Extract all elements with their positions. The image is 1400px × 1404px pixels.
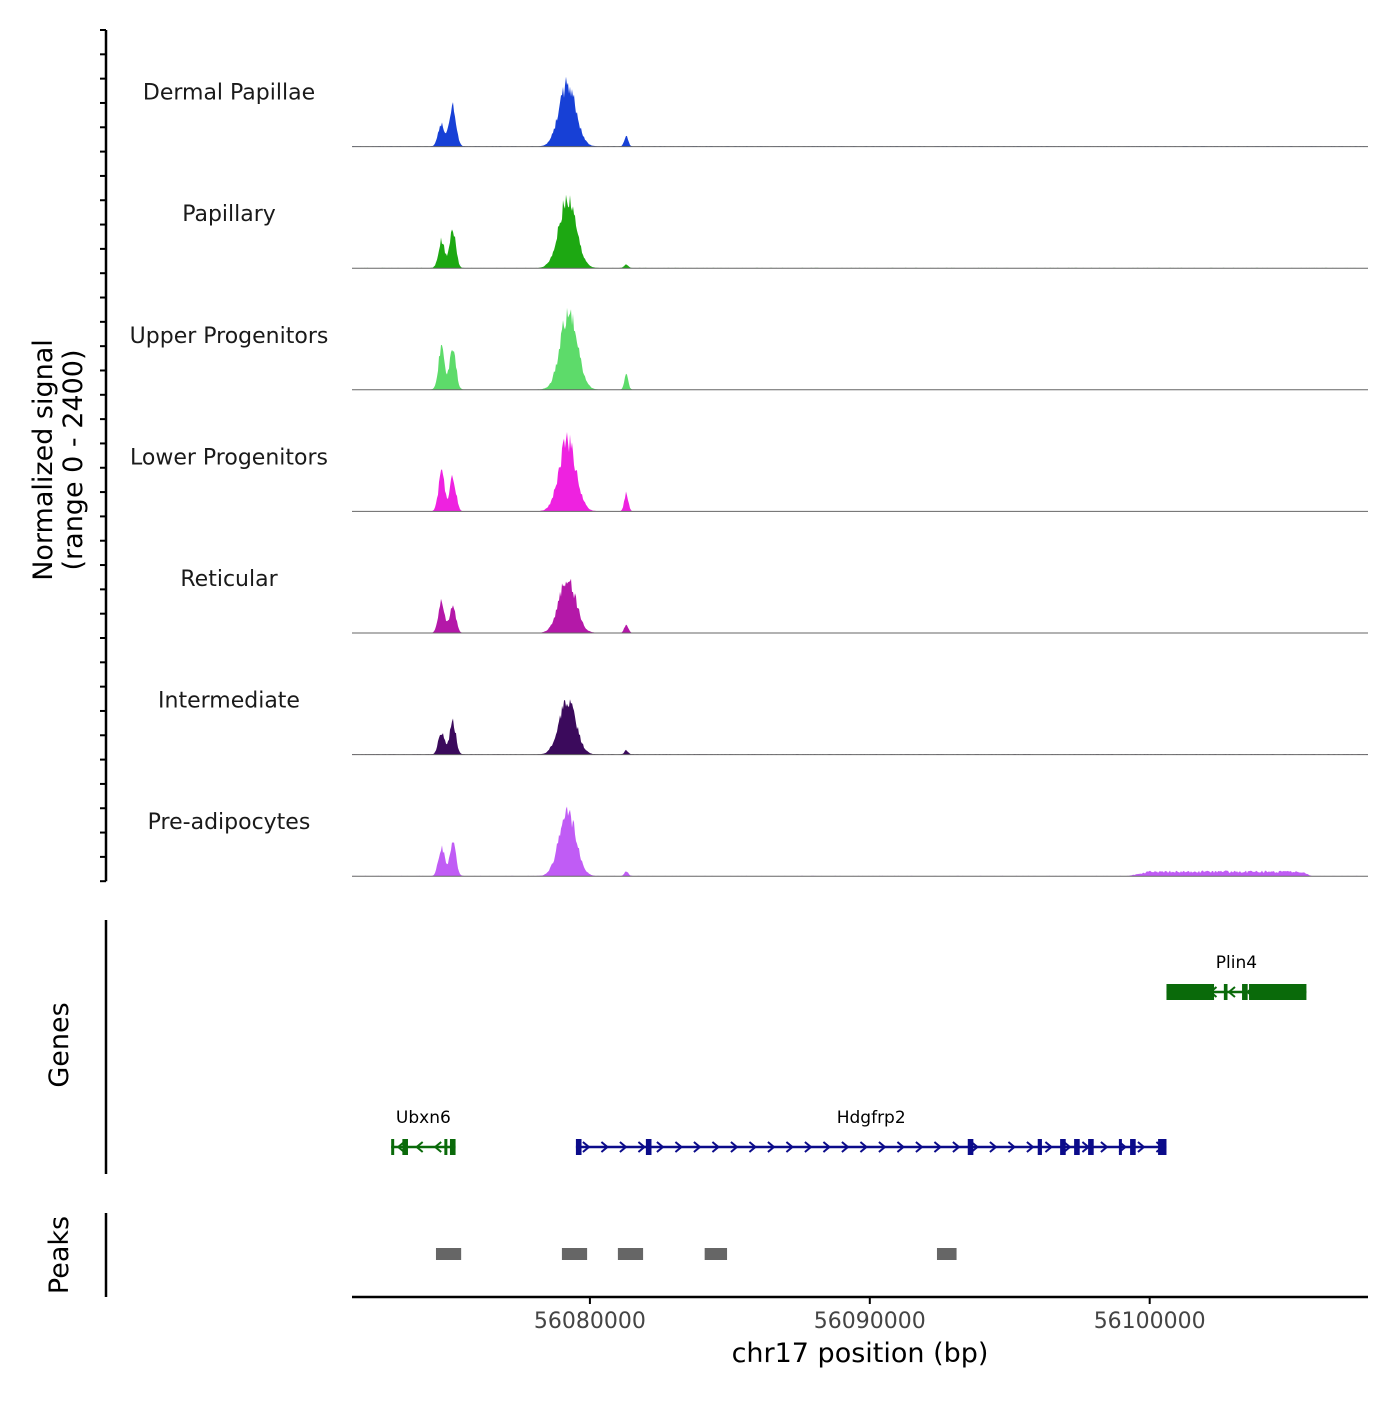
peaks-axis-label: Peaks <box>44 1216 75 1294</box>
strand-arrow <box>433 1141 442 1153</box>
exon-block <box>1037 1139 1042 1155</box>
strand-arrow <box>637 1141 646 1153</box>
track-label: Lower Progenitors <box>130 445 328 470</box>
y-axis-label-line2: (range 0 - 2400) <box>58 350 89 571</box>
strand-arrow <box>730 1141 739 1153</box>
strand-arrow <box>785 1141 794 1153</box>
track-label: Reticular <box>180 567 278 592</box>
strand-arrow <box>582 1141 591 1153</box>
track-label: Dermal Papillae <box>143 81 315 106</box>
x-axis-title: chr17 position (bp) <box>732 1338 989 1369</box>
track-lower-progenitors: Lower Progenitors <box>130 432 1368 512</box>
track-label: Upper Progenitors <box>130 324 329 349</box>
track-papillary: Papillary <box>182 194 1368 269</box>
coverage-area <box>352 307 1368 390</box>
track-pre-adipocytes: Pre-adipocytes <box>148 806 1368 877</box>
strand-arrow <box>878 1141 887 1153</box>
strand-arrow <box>952 1141 961 1153</box>
strand-arrow <box>693 1141 702 1153</box>
x-tick-label: 56090000 <box>814 1309 926 1334</box>
strand-arrow <box>896 1141 905 1153</box>
gene-plin4: Plin4 <box>1166 953 1307 1000</box>
x-tick-label: 56080000 <box>534 1309 646 1334</box>
exon-block <box>1060 1139 1066 1155</box>
peak-track <box>104 1213 957 1297</box>
exon-block <box>1130 1139 1136 1155</box>
exon-block <box>444 1139 448 1155</box>
track-reticular: Reticular <box>180 567 1368 634</box>
x-axis: 56080000 56090000 56100000 <box>352 1295 1368 1334</box>
gene-ubxn6: Ubxn6 <box>391 1108 456 1155</box>
track-upper-progenitors: Upper Progenitors <box>130 307 1368 391</box>
track-label: Pre-adipocytes <box>148 810 311 835</box>
peak-region <box>561 1248 588 1260</box>
coverage-area <box>352 76 1368 147</box>
gene-label: Hdgfrp2 <box>837 1108 906 1128</box>
genes-axis-label: Genes <box>44 1002 75 1087</box>
exon-block <box>1074 1139 1080 1155</box>
strand-arrow <box>915 1141 924 1153</box>
strand-arrow <box>767 1141 776 1153</box>
x-tick-label: 56100000 <box>1094 1309 1206 1334</box>
strand-arrow <box>396 1141 405 1153</box>
coverage-area <box>352 806 1368 877</box>
exon-block <box>449 1139 456 1155</box>
strand-arrow <box>933 1141 942 1153</box>
exon-block <box>1166 984 1215 1000</box>
exon-block <box>1158 1139 1167 1155</box>
coverage-tracks: Dermal Papillae Papillary Upper Progenitor… <box>100 29 1368 883</box>
coverage-area <box>352 578 1368 633</box>
strand-arrow <box>1044 1141 1053 1153</box>
strand-arrow <box>600 1141 609 1153</box>
track-dermal-papillae: Dermal Papillae <box>143 76 1368 148</box>
coverage-area <box>352 432 1368 512</box>
strand-arrow <box>841 1141 850 1153</box>
gene-label: Ubxn6 <box>396 1108 451 1128</box>
strand-arrow <box>1137 1141 1146 1153</box>
strand-arrow <box>970 1141 979 1153</box>
strand-arrow <box>1007 1141 1016 1153</box>
strand-arrow <box>1227 986 1236 998</box>
peak-region <box>936 1248 957 1260</box>
strand-arrow <box>1100 1141 1109 1153</box>
y-axis-label-line1: Normalized signal <box>28 339 59 581</box>
y-axis-label-signal: Normalized signal(range 0 - 2400) <box>28 339 89 581</box>
exon-block <box>1223 984 1228 1000</box>
peak-region <box>617 1248 644 1260</box>
exon-block <box>402 1139 408 1155</box>
coverage-area <box>352 699 1368 755</box>
exon-block <box>1118 1139 1122 1155</box>
strand-arrow <box>674 1141 683 1153</box>
strand-arrow <box>619 1141 628 1153</box>
exon-block <box>1242 984 1248 1000</box>
exon-block <box>967 1139 974 1155</box>
peak-region <box>435 1248 462 1260</box>
strand-arrow <box>859 1141 868 1153</box>
strand-arrow <box>1063 1141 1072 1153</box>
strand-arrow <box>1026 1141 1035 1153</box>
strand-arrow <box>804 1141 813 1153</box>
track-label: Intermediate <box>158 689 300 714</box>
gene-track: Plin4 Ubxn6 Hdgfrp2 <box>104 920 1307 1174</box>
strand-arrow <box>656 1141 665 1153</box>
track-intermediate: Intermediate <box>158 689 1368 756</box>
peak-region <box>704 1248 728 1260</box>
exon-block <box>1088 1139 1094 1155</box>
track-label: Papillary <box>182 202 276 227</box>
exon-block <box>1249 984 1307 1000</box>
exon-block <box>645 1139 652 1155</box>
strand-arrow <box>748 1141 757 1153</box>
strand-arrow <box>822 1141 831 1153</box>
coverage-area <box>352 194 1368 269</box>
gene-hdgfrp2: Hdgfrp2 <box>575 1108 1167 1155</box>
exon-block <box>575 1139 582 1155</box>
gene-label: Plin4 <box>1216 953 1257 973</box>
exon-block <box>391 1139 395 1155</box>
strand-arrow <box>711 1141 720 1153</box>
strand-arrow <box>415 1141 424 1153</box>
strand-arrow <box>989 1141 998 1153</box>
